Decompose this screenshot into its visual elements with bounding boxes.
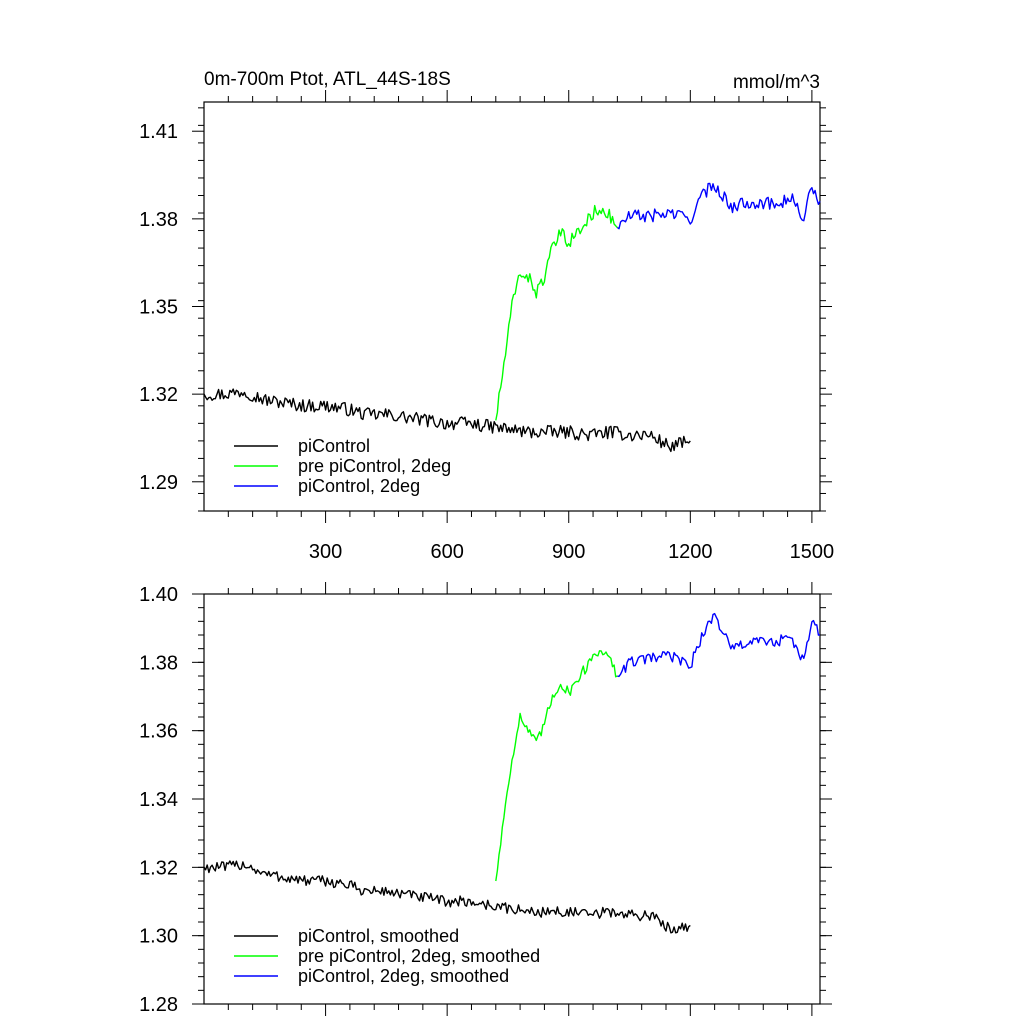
legend-label: piControl, 2deg [298,476,420,496]
bottom-panel-series [203,612,821,934]
x-tick-label: 900 [552,541,585,563]
bottom-panel-ticks: 1.28 1.30 1.32 1.34 1.36 1.38 1.40 [139,582,832,1016]
top-panel-series [203,182,821,453]
top-panel-units: mmol/m^3 [733,72,820,93]
bottom-panel-frame [203,593,821,1005]
legend-label: piControl [298,436,370,456]
top-panel: 0m-700m Ptot, ATL_44S-18S mmol/m^3 300 60… [139,69,834,563]
series-line-1 [203,388,691,453]
x-tick-label: 1500 [790,541,835,563]
series-line-3 [617,612,821,678]
y-tick-label: 1.35 [139,297,178,319]
y-tick-label: 1.32 [139,857,178,879]
y-tick-label: 1.34 [139,789,178,811]
legend-label: pre piControl, 2deg, smoothed [298,946,540,966]
series-line-2 [495,204,618,421]
y-tick-label: 1.30 [139,926,178,948]
y-tick-label: 1.38 [139,209,178,231]
y-tick-label: 1.38 [139,652,178,674]
y-tick-label: 1.28 [139,994,178,1016]
x-tick-label: 600 [430,541,463,563]
y-tick-label: 1.32 [139,384,178,406]
x-tick-label: 1200 [668,541,713,563]
top-panel-ticks: 300 600 900 1200 1500 1.29 1.32 1.35 1.38 1.41 [139,90,834,563]
y-tick-label: 1.40 [139,584,178,606]
x-tick-label: 300 [309,541,342,563]
legend-label: piControl, 2deg, smoothed [298,966,509,986]
series-line-2 [495,650,618,882]
bottom-panel: 1.28 1.30 1.32 1.34 1.36 1.38 1.40 piControl, … [139,582,832,1016]
legend-label: pre piControl, 2deg [298,456,451,476]
y-tick-label: 1.29 [139,472,178,494]
series-line-3 [617,182,821,230]
top-panel-title: 0m-700m Ptot, ATL_44S-18S [204,69,451,90]
y-tick-label: 1.36 [139,721,178,743]
legend-label: piControl, smoothed [298,926,459,946]
y-tick-label: 1.41 [139,121,178,143]
series-line-1 [203,860,691,934]
